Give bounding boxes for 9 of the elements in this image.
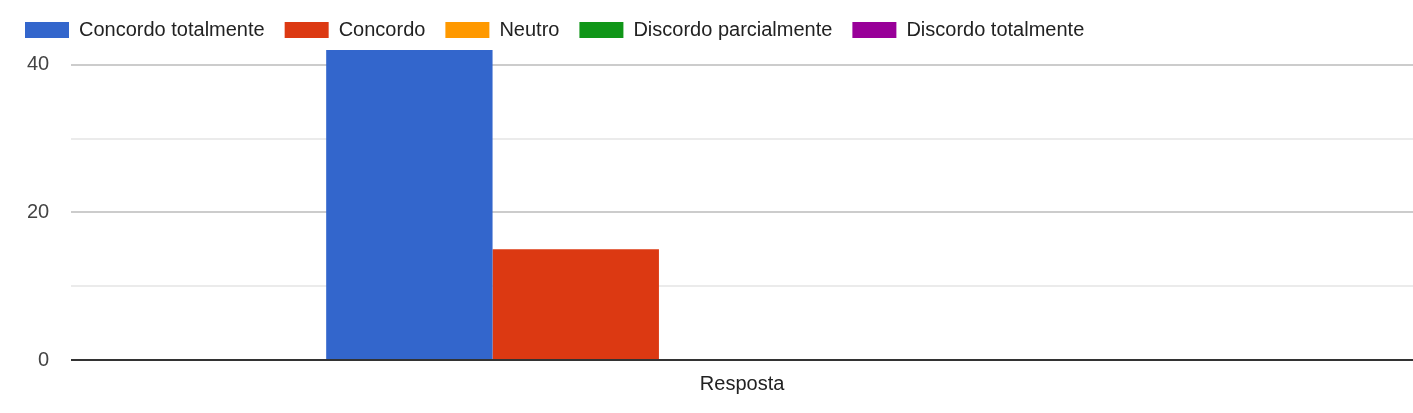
y-tick-label: 0 — [38, 347, 50, 370]
legend-label: Concordo — [338, 17, 426, 40]
legend-label: Neutro — [499, 17, 560, 40]
y-tick-label: 40 — [27, 52, 50, 75]
x-tick-label: Resposta — [699, 371, 786, 394]
legend-label: Concordo totalmente — [79, 17, 265, 40]
legend-label: Discordo parcialmente — [633, 17, 833, 40]
legend-label: Discordo totalmente — [906, 17, 1085, 40]
y-tick-label: 20 — [27, 199, 50, 222]
